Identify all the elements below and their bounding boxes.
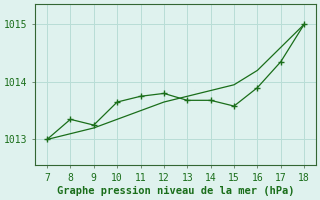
X-axis label: Graphe pression niveau de la mer (hPa): Graphe pression niveau de la mer (hPa) bbox=[57, 186, 294, 196]
